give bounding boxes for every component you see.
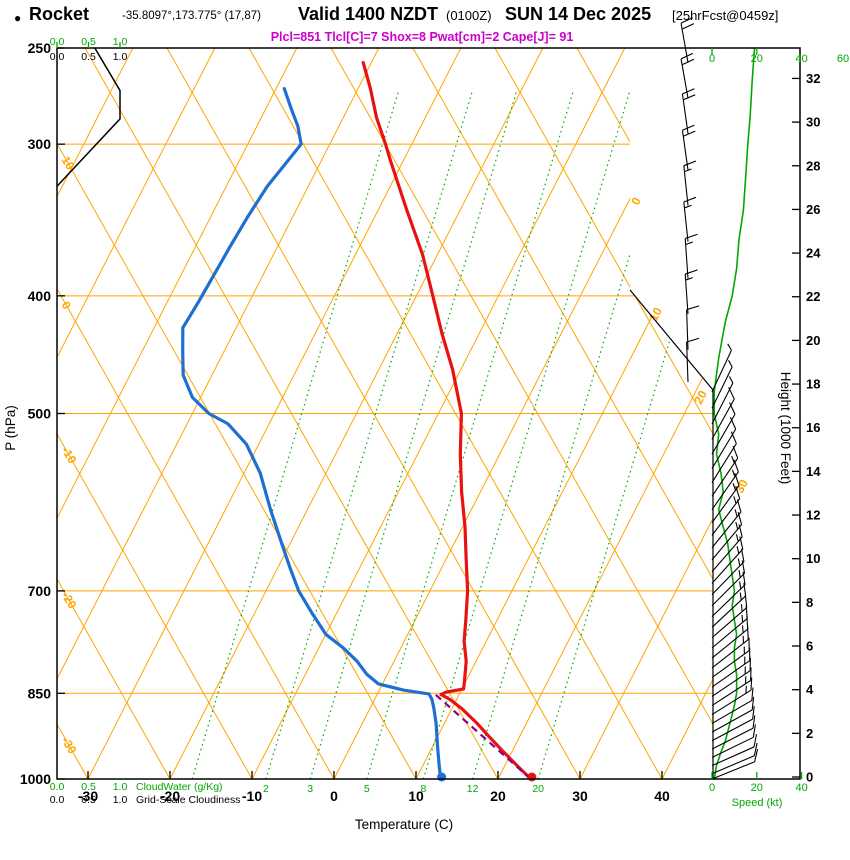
svg-text:0.0: 0.0: [50, 36, 65, 48]
svg-text:0.0: 0.0: [50, 51, 65, 63]
svg-text:10: 10: [408, 788, 424, 804]
svg-text:40: 40: [795, 782, 807, 794]
svg-text:60: 60: [837, 53, 849, 65]
svg-text:0.5: 0.5: [81, 36, 96, 48]
svg-text:1.0: 1.0: [113, 51, 128, 63]
svg-text:8: 8: [420, 783, 426, 795]
svg-text:10: 10: [806, 551, 820, 566]
svg-text:1.0: 1.0: [113, 36, 128, 48]
svg-text:250: 250: [28, 40, 52, 56]
svg-text:P (hPa): P (hPa): [3, 405, 18, 451]
valid-time: Valid 1400 NZDT: [298, 4, 439, 24]
svg-text:1.0: 1.0: [113, 794, 128, 806]
svg-text:20: 20: [806, 333, 820, 348]
station-name: Rocket: [29, 4, 90, 24]
cloud-scale-labels: 0.00.00.00.00.50.50.50.51.01.01.01.0Clou…: [50, 36, 241, 806]
svg-text:12: 12: [806, 508, 820, 523]
svg-text:400: 400: [28, 288, 52, 304]
forecast-tag: [25hrFcst@0459z]: [672, 8, 779, 23]
svg-text:Height (1000 Feet): Height (1000 Feet): [778, 372, 793, 485]
station-coords: -35.8097°,173.775° (17,87): [122, 10, 261, 22]
svg-text:-20: -20: [58, 589, 79, 611]
svg-text:500: 500: [28, 406, 52, 422]
svg-text:10: 10: [58, 154, 77, 173]
valid-date: SUN 14 Dec 2025: [505, 4, 652, 24]
svg-text:-30: -30: [78, 788, 98, 804]
svg-text:20: 20: [751, 53, 763, 65]
svg-text:20: 20: [751, 782, 763, 794]
surface-dewpoint-marker: [437, 772, 447, 782]
svg-text:0.0: 0.0: [50, 781, 65, 793]
wind-speed-profile: [713, 47, 756, 780]
svg-text:2: 2: [806, 726, 813, 741]
svg-text:0: 0: [330, 788, 338, 804]
svg-text:0: 0: [628, 195, 644, 208]
svg-text:20: 20: [691, 388, 710, 407]
parcel-path: [434, 693, 532, 780]
svg-text:30: 30: [806, 115, 820, 130]
speed-axis-ticks: [56, 42, 803, 779]
svg-text:26: 26: [806, 202, 820, 217]
svg-text:CloudWater (g/Kg): CloudWater (g/Kg): [136, 781, 223, 793]
svg-text:8: 8: [806, 595, 813, 610]
svg-text:0: 0: [806, 770, 813, 785]
grid-boundary-line: [629, 289, 714, 779]
svg-text:0.5: 0.5: [81, 794, 96, 806]
svg-text:Speed (kt): Speed (kt): [732, 797, 783, 809]
svg-text:4: 4: [806, 682, 814, 697]
svg-text:5: 5: [364, 783, 370, 795]
grid-value-labels: 0 10 20 30 10 0 -10 -20 -30: [58, 154, 751, 757]
svg-text:28: 28: [806, 158, 820, 173]
station-bullet-icon: ●: [14, 11, 22, 25]
svg-text:30: 30: [732, 477, 751, 496]
dewpoint-curve: [181, 87, 443, 781]
svg-text:300: 300: [28, 136, 52, 152]
svg-text:700: 700: [28, 583, 52, 599]
axis-ticks: [57, 47, 800, 780]
mixing-ratio-labels: 2 3 5 8 12 20: [263, 783, 544, 795]
svg-text:24: 24: [806, 246, 821, 261]
svg-text:-10: -10: [242, 788, 262, 804]
svg-text:0: 0: [709, 53, 715, 65]
svg-text:22: 22: [806, 289, 820, 304]
svg-text:18: 18: [806, 377, 820, 392]
svg-text:0.5: 0.5: [81, 781, 96, 793]
valid-time-utc: (0100Z): [446, 8, 492, 23]
svg-text:40: 40: [795, 53, 807, 65]
svg-text:10: 10: [646, 305, 665, 324]
sounding-indices: Plcl=851 Tlcl[C]=7 Shox=8 Pwat[cm]=2 Cap…: [270, 30, 574, 44]
svg-text:6: 6: [806, 639, 813, 654]
surface-temp-marker: [527, 772, 537, 782]
svg-text:20: 20: [490, 788, 506, 804]
svg-text:40: 40: [654, 788, 670, 804]
wind-barbs-upper: [680, 17, 700, 383]
svg-text:12: 12: [467, 783, 479, 795]
svg-text:850: 850: [28, 685, 52, 701]
svg-text:16: 16: [806, 420, 820, 435]
svg-text:1.0: 1.0: [113, 781, 128, 793]
svg-text:0.5: 0.5: [81, 51, 96, 63]
svg-text:-10: -10: [58, 444, 79, 466]
svg-text:20: 20: [532, 783, 544, 795]
cloudiness-profile-line: [56, 47, 121, 187]
svg-text:32: 32: [806, 71, 820, 86]
svg-text:3: 3: [307, 783, 313, 795]
svg-text:1000: 1000: [20, 771, 51, 787]
svg-text:Temperature (C): Temperature (C): [355, 817, 453, 832]
wind-barbs-lower: [711, 343, 759, 780]
svg-text:0: 0: [709, 782, 715, 794]
svg-text:2: 2: [263, 783, 269, 795]
svg-text:30: 30: [572, 788, 588, 804]
svg-text:0.0: 0.0: [50, 794, 65, 806]
svg-text:-30: -30: [58, 734, 79, 756]
svg-text:14: 14: [806, 464, 821, 479]
svg-text:-20: -20: [160, 788, 180, 804]
temperature-curve: [361, 61, 533, 781]
svg-text:0: 0: [58, 299, 74, 312]
svg-text:Grid-Scale Cloudiness: Grid-Scale Cloudiness: [136, 794, 240, 806]
